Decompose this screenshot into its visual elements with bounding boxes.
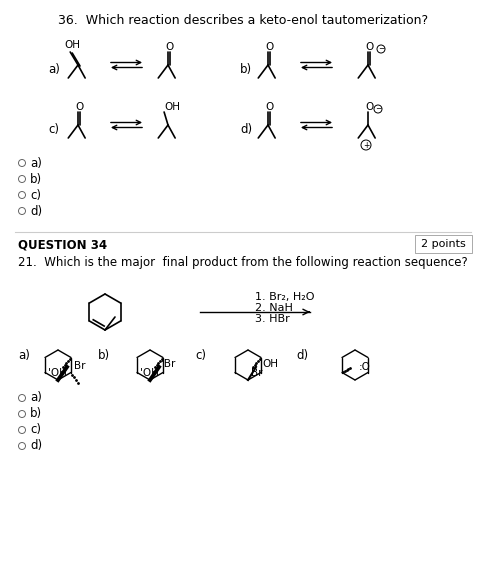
Text: QUESTION 34: QUESTION 34: [18, 238, 107, 251]
Text: O: O: [265, 42, 273, 52]
Text: a): a): [30, 156, 42, 169]
Text: 'OH: 'OH: [139, 369, 158, 379]
Text: 3. HBr: 3. HBr: [255, 314, 290, 324]
Text: b): b): [98, 349, 110, 362]
Text: 2. NaH: 2. NaH: [255, 303, 293, 313]
Text: O: O: [265, 102, 273, 112]
Text: c): c): [30, 189, 41, 202]
Text: Br: Br: [74, 361, 86, 371]
Text: c): c): [195, 349, 206, 362]
Text: 'Br: 'Br: [161, 359, 175, 369]
Text: d): d): [296, 349, 308, 362]
Text: 2 points: 2 points: [420, 239, 466, 249]
Text: c): c): [30, 423, 41, 436]
Text: a): a): [18, 349, 30, 362]
Text: Br: Br: [251, 369, 263, 379]
Text: 36.  Which reaction describes a keto-enol tautomerization?: 36. Which reaction describes a keto-enol…: [58, 14, 428, 27]
Text: c): c): [48, 123, 59, 136]
Text: +: +: [363, 141, 369, 149]
Text: O: O: [165, 42, 173, 52]
Text: 1. Br₂, H₂O: 1. Br₂, H₂O: [255, 292, 314, 302]
Text: b): b): [30, 407, 42, 420]
Text: d): d): [30, 205, 42, 218]
Text: OH: OH: [262, 359, 278, 369]
Text: O: O: [365, 102, 373, 112]
Text: a): a): [48, 64, 60, 76]
Text: −: −: [378, 45, 384, 54]
Text: 'OH: 'OH: [48, 369, 67, 379]
Text: −: −: [375, 105, 381, 113]
Text: OH: OH: [164, 102, 180, 112]
Text: O: O: [75, 102, 83, 112]
Text: a): a): [30, 392, 42, 405]
Text: :O: :O: [359, 362, 371, 372]
Text: d): d): [30, 439, 42, 453]
Text: b): b): [30, 172, 42, 185]
Text: b): b): [240, 64, 252, 76]
Text: O: O: [365, 42, 373, 52]
Text: 21.  Which is the major  final product from the following reaction sequence?: 21. Which is the major final product fro…: [18, 256, 468, 269]
Text: d): d): [240, 123, 252, 136]
FancyBboxPatch shape: [415, 235, 472, 253]
Text: OH: OH: [64, 40, 80, 50]
